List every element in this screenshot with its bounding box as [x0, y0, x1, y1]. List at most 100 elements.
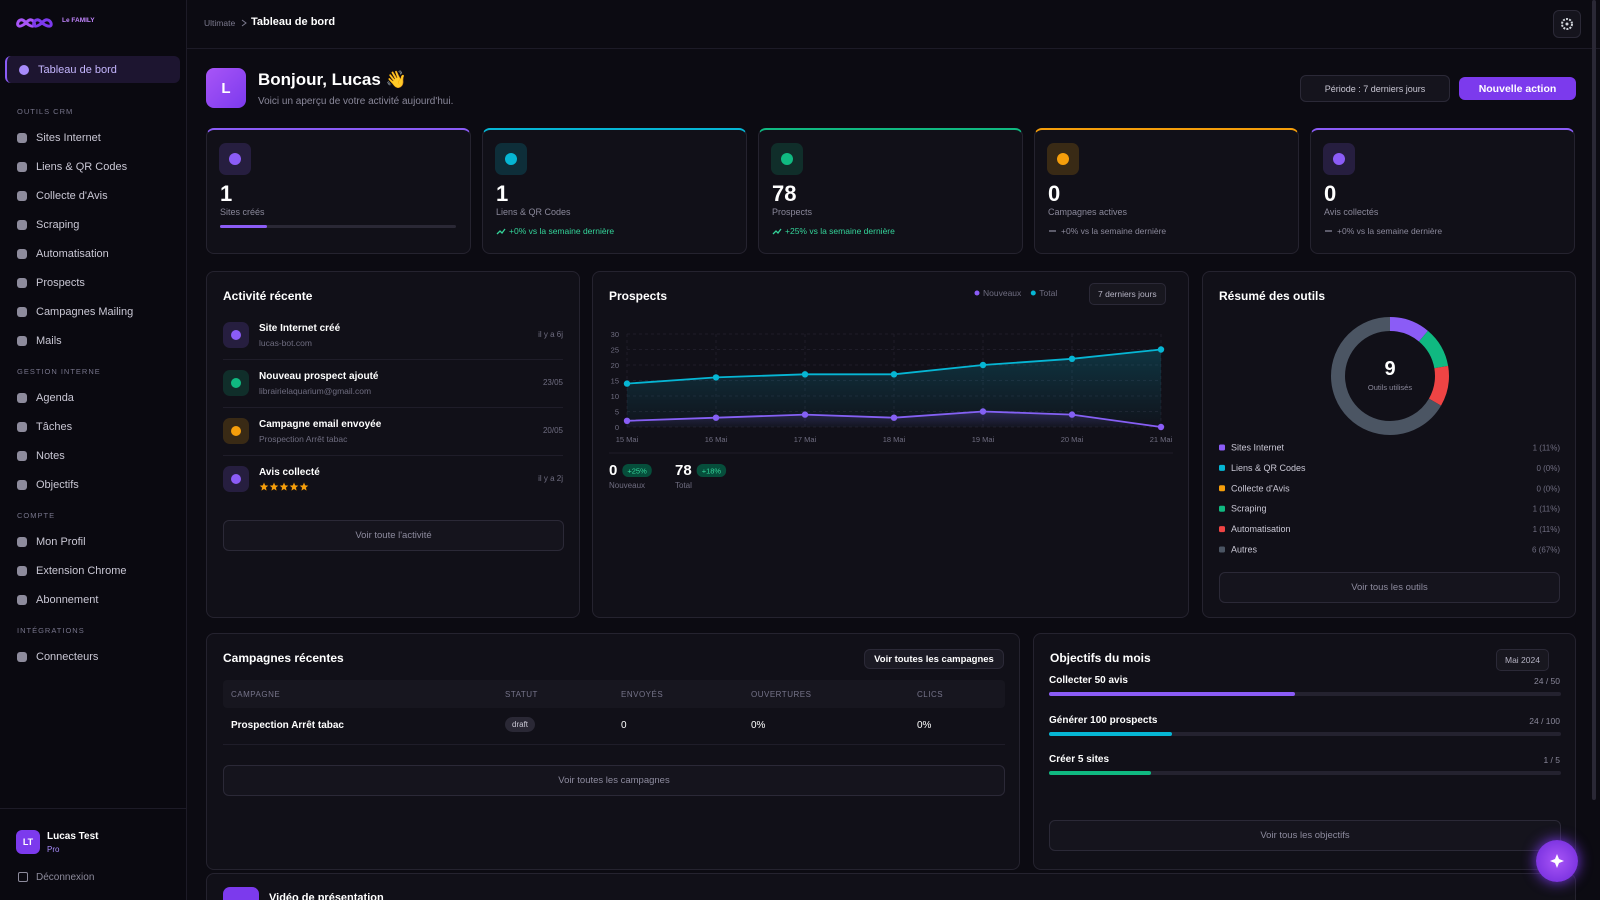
y-tick-label: 5: [615, 408, 619, 417]
stats: 1 Sites créés 1 Liens & QR Codes +0% vs la s…: [206, 128, 1576, 254]
legend-value: 6 (67%): [1532, 546, 1560, 555]
nav-item[interactable]: Automatisation: [5, 239, 180, 268]
stat-card: 1 Liens & QR Codes +0% vs la semaine derni…: [482, 128, 747, 254]
chart-title: Prospects: [609, 289, 668, 303]
goal-progress-label: 24 / 100: [1529, 715, 1560, 726]
chart-filter[interactable]: 7 derniers jours: [1089, 283, 1166, 305]
campaigns-button[interactable]: Voir toutes les campagnes: [223, 765, 1005, 796]
legend-label: Sites Internet: [1231, 443, 1285, 453]
activity-time: il y a 2j: [538, 474, 563, 483]
x-tick-label: 21 Mai: [1150, 435, 1173, 444]
goal-progress-label: 24 / 50: [1534, 676, 1560, 686]
nav-item[interactable]: Mon Profil: [5, 527, 180, 556]
table-cell: 0: [621, 720, 627, 731]
y-tick-label: 0: [615, 423, 619, 432]
nav-item[interactable]: Abonnement: [5, 585, 180, 614]
rating: [259, 482, 309, 491]
scrollbar: [1592, 0, 1596, 800]
table-cell: Prospection Arrêt tabac: [231, 720, 344, 731]
goals-button[interactable]: Voir tous les objectifs: [1049, 820, 1561, 851]
activity-button[interactable]: Voir toute l'activité: [223, 520, 564, 551]
nav-item[interactable]: Campagnes Mailing: [5, 297, 180, 326]
activity-icon: [223, 370, 249, 396]
legend-dot: [974, 290, 980, 296]
column-header: STATUT: [505, 690, 538, 699]
tools-panel: Résumé des outils 9 Outils utilisés Sites …: [1202, 271, 1576, 618]
logout[interactable]: Déconnexion: [36, 872, 95, 883]
icon-glyph: [781, 153, 793, 165]
legend-value: 1 (11%): [1533, 444, 1561, 453]
y-tick-label: 15: [611, 377, 619, 386]
nav-item[interactable]: Liens & QR Codes: [5, 152, 180, 181]
user-name: Lucas Test: [47, 831, 99, 842]
stat-card: 1 Sites créés: [206, 128, 471, 254]
donut-segment: [1331, 317, 1449, 435]
legend-value: 1 (11%): [1533, 505, 1561, 514]
breadcrumb-root[interactable]: Ultimate: [204, 18, 236, 28]
activity-title: Avis collecté: [259, 467, 320, 478]
logo: [16, 18, 53, 28]
donut-segment: [1331, 317, 1449, 435]
nav-icon: [17, 277, 27, 288]
nav-item[interactable]: Connecteurs: [5, 642, 180, 671]
nav-item[interactable]: Notes: [5, 441, 180, 470]
activity-detail: Prospection Arrêt tabac: [259, 434, 348, 444]
stat-label: Liens & QR Codes: [496, 207, 571, 217]
chevron: [241, 19, 247, 27]
stat-card: 0 Avis collectés +0% vs la semaine dernièr…: [1310, 128, 1575, 254]
period-button[interactable]: Période : 7 derniers jours: [1300, 75, 1450, 102]
nav-label: Campagnes Mailing: [36, 305, 134, 318]
goals-filter[interactable]: Mai 2024: [1496, 649, 1549, 671]
stat-icon: [771, 143, 803, 175]
column-header: OUVERTURES: [751, 690, 812, 699]
user-avatar[interactable]: LT: [16, 830, 40, 854]
goal-label: Créer 5 sites: [1049, 754, 1110, 765]
nav-icon: [17, 479, 27, 490]
nav-item[interactable]: Prospects: [5, 268, 180, 297]
icon-glyph: [229, 153, 241, 165]
video-icon: [223, 887, 259, 900]
stat-trend: +0% vs la semaine dernière: [509, 226, 615, 236]
nav-item[interactable]: Tâches: [5, 412, 180, 441]
goal-track: [1049, 692, 1561, 696]
nav-label: Connecteurs: [36, 650, 99, 663]
gear-icon: [1561, 18, 1573, 30]
stat-label: Prospects: [772, 207, 813, 217]
activity-title: Nouveau prospect ajouté: [259, 371, 379, 382]
stat-label: Campagnes actives: [1048, 207, 1128, 217]
stat-value: 78: [772, 181, 797, 206]
activity-panel: Activité récente Voir toute l'activité S…: [206, 271, 580, 618]
nav-label: Agenda: [36, 391, 74, 404]
topbar: Ultimate Tableau de bord: [186, 0, 1600, 49]
nav-item[interactable]: Sites Internet: [5, 123, 180, 152]
welcome-title: Bonjour, Lucas 👋: [258, 70, 407, 89]
activity-time: il y a 6j: [538, 330, 563, 339]
legend-swatch: [1219, 526, 1225, 533]
panel-title: Résumé des outils: [1219, 289, 1326, 303]
settings-button[interactable]: [1553, 10, 1581, 38]
nav-item[interactable]: Objectifs: [5, 470, 180, 499]
activity-icon: [223, 418, 249, 444]
legend-label: Liens & QR Codes: [1231, 463, 1306, 473]
nav-section-title: OUTILS CRM: [17, 107, 74, 116]
icon-glyph: [231, 378, 241, 388]
nav-item[interactable]: Agenda: [5, 383, 180, 412]
nav-item[interactable]: Collecte d'Avis: [5, 181, 180, 210]
campaigns-top-button[interactable]: Voir toutes les campagnes: [864, 649, 1004, 669]
icon-glyph: [231, 330, 241, 340]
legend-label: Nouveaux: [983, 288, 1022, 298]
new-action-button[interactable]: Nouvelle action: [1459, 77, 1576, 100]
donut-chart: 9 Outils utilisés Sites Internet 1 (11%) Lie…: [1219, 317, 1561, 555]
donut-total-label: Outils utilisés: [1368, 383, 1412, 392]
goal-bar: [1049, 692, 1295, 696]
nav-label: Liens & QR Codes: [36, 160, 128, 173]
nav-item[interactable]: Scraping: [5, 210, 180, 239]
assistant-button[interactable]: [1536, 840, 1578, 882]
nav-item[interactable]: Extension Chrome: [5, 556, 180, 585]
nav-item[interactable]: Mails: [5, 326, 180, 355]
logout-icon: [18, 872, 28, 882]
nav-label: Scraping: [36, 218, 80, 231]
tools-button[interactable]: Voir tous les outils: [1219, 572, 1560, 603]
nav-item[interactable]: Tableau de bord: [5, 56, 180, 83]
star: [259, 482, 269, 491]
